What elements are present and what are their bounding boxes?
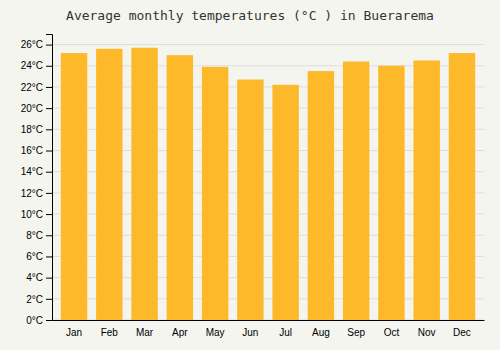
tick-label: 22°C (21, 82, 43, 93)
tick: 18°C (21, 124, 52, 135)
tick: Feb (101, 327, 119, 338)
tick: Aug (312, 327, 330, 338)
tick: 6°C (26, 251, 52, 262)
tick: 24°C (21, 60, 52, 71)
tick-label: 14°C (21, 166, 43, 177)
grid (52, 45, 484, 320)
tick-mark (46, 256, 52, 257)
tick-label: Dec (453, 327, 471, 338)
y-axis: 0°C 2°C 4°C 6°C 8°C 10°C 12°C 14°C 16°C 18°C 20°C 2… (21, 35, 53, 326)
x-axis: Jan Feb Mar Apr May Jun Jul Aug Sep Oct Nov Dec (53, 321, 485, 339)
tick: Apr (172, 327, 188, 338)
tick-mark (46, 278, 52, 279)
title: Average monthly temperatures (°C ) in Bu… (66, 8, 434, 23)
tick: Jan (66, 327, 82, 338)
tick-label: Feb (101, 327, 119, 338)
tick: 0°C (26, 315, 52, 326)
tick: 2°C (26, 294, 52, 305)
tick-mark (46, 193, 52, 194)
tick: 12°C (21, 188, 52, 199)
tick-label: 6°C (26, 251, 43, 262)
tick-label: Jul (279, 327, 292, 338)
tick-label: 12°C (21, 188, 43, 199)
grid-line (52, 44, 484, 45)
tick-label: Aug (312, 327, 330, 338)
tick: 14°C (21, 166, 52, 177)
tick: 16°C (21, 145, 52, 156)
bar (343, 62, 369, 320)
bar (308, 71, 334, 320)
tick-label: 10°C (21, 209, 43, 220)
tick-label: 8°C (26, 230, 43, 241)
tick-mark (46, 87, 52, 88)
plot: 0°C 2°C 4°C 6°C 8°C 10°C 12°C 14°C 16°C 18°C 20°C 2… (21, 35, 485, 339)
bars (61, 48, 475, 320)
tick-label: 18°C (21, 124, 43, 135)
tick: Jun (242, 327, 258, 338)
bar (413, 60, 439, 320)
axis-line (53, 320, 485, 321)
tick-mark (46, 320, 52, 321)
tick-label: 2°C (26, 294, 43, 305)
tick-label: Oct (384, 327, 400, 338)
tick-mark (46, 66, 52, 67)
tick-mark (46, 172, 52, 173)
tick-mark (46, 299, 52, 300)
chart: 0°C 2°C 4°C 6°C 8°C 10°C 12°C 14°C 16°C 18°C 20°C 2… (0, 0, 500, 350)
tick: Oct (384, 327, 400, 338)
bar (61, 53, 87, 320)
tick: Mar (136, 327, 154, 338)
tick-mark (46, 129, 52, 130)
tick: 8°C (26, 230, 52, 241)
tick-mark (46, 235, 52, 236)
tick: Jul (279, 327, 292, 338)
tick: Nov (418, 327, 436, 338)
tick: 4°C (26, 272, 52, 283)
bar (378, 66, 404, 320)
tick-label: May (206, 327, 225, 338)
tick-label: Jan (66, 327, 82, 338)
tick: May (206, 327, 225, 338)
tick-mark (46, 108, 52, 109)
bar (167, 55, 193, 320)
tick-label: 0°C (26, 315, 43, 326)
tick-label: 20°C (21, 103, 43, 114)
bar (272, 85, 298, 320)
tick: Sep (347, 327, 365, 338)
tick: 10°C (21, 209, 52, 220)
tick-label: 4°C (26, 272, 43, 283)
bar (237, 80, 263, 320)
bar (202, 67, 228, 320)
tick-label: Sep (347, 327, 365, 338)
tick-label: Apr (172, 327, 188, 338)
tick: 22°C (21, 82, 52, 93)
tick-label: Jun (242, 327, 258, 338)
axis-line (46, 35, 53, 321)
bar (96, 49, 122, 320)
tick: Dec (453, 327, 471, 338)
tick-label: 16°C (21, 145, 43, 156)
bar (449, 53, 475, 320)
tick-mark (46, 214, 52, 215)
tick-label: 26°C (21, 39, 43, 50)
tick-label: Nov (418, 327, 436, 338)
tick: 20°C (21, 103, 52, 114)
tick: 26°C (21, 39, 52, 50)
tick-label: 24°C (21, 60, 43, 71)
tick-label: Mar (136, 327, 154, 338)
bar (131, 48, 157, 320)
tick-mark (46, 45, 52, 46)
tick-mark (46, 151, 52, 152)
